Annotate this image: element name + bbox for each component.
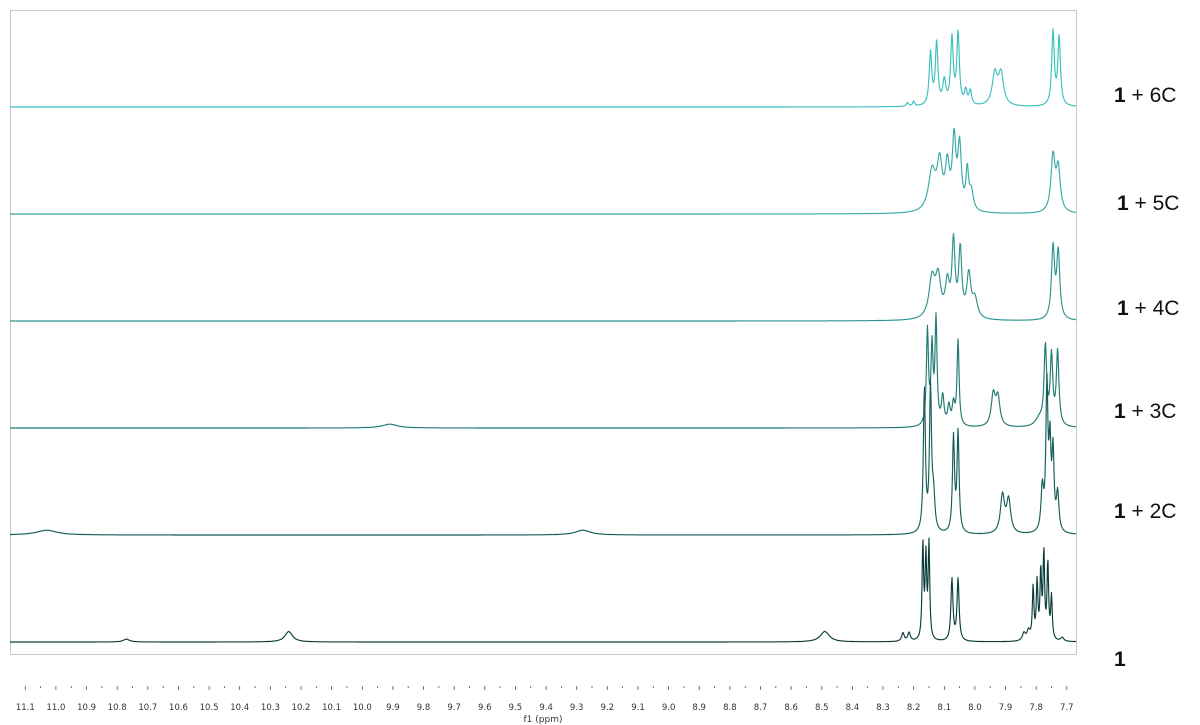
x-tick-label: 8.8 (723, 703, 737, 713)
x-tick-label: 11.0 (46, 703, 65, 713)
x-tick-label: 9.9 (386, 703, 400, 713)
series-labels: 1 + 6C 1 + 5C 1 + 4C 1 + 3C 1 + 2C 1 (1114, 84, 1179, 671)
x-tick-label: 10.4 (230, 703, 249, 713)
x-tick-label: 9.8 (417, 703, 431, 713)
x-tick-label: 8.9 (692, 703, 706, 713)
x-tick-label: 10.3 (261, 703, 280, 713)
series-label: 1 + 3C (1114, 400, 1176, 423)
spectrum-trace (9, 372, 1077, 536)
spectrum-trace (9, 312, 1077, 429)
x-tick-label: 9.5 (509, 703, 523, 713)
series-label: 1 + 6C (1114, 84, 1176, 107)
x-tick-label: 8.4 (846, 703, 860, 713)
x-tick-label: 10.2 (292, 703, 311, 713)
x-tick-label: 8.2 (907, 703, 921, 713)
x-tick-label: 9.1 (631, 703, 645, 713)
x-tick-label: 9.6 (478, 703, 492, 713)
x-tick-label: 7.8 (1029, 703, 1043, 713)
x-tick-label: 8.6 (784, 703, 798, 713)
series-label: 1 + 4C (1117, 297, 1179, 320)
series-label: 1 + 5C (1117, 192, 1179, 215)
x-tick-label: 8.0 (968, 703, 982, 713)
x-tick-label: 8.5 (815, 703, 829, 713)
x-tick-label: 10.7 (138, 703, 157, 713)
x-axis: 11.1 11.0 10.9 10.8 10.7 10.6 10.5 10.4 10.3 10.2… (16, 686, 1074, 713)
plot-frame (10, 10, 1077, 655)
x-tick-label: 9.0 (662, 703, 676, 713)
x-tick-label: 10.9 (77, 703, 96, 713)
x-tick-label: 9.4 (539, 703, 553, 713)
spectrum-traces (9, 28, 1077, 643)
spectrum-trace (9, 233, 1077, 322)
x-tick-label: 7.9 (999, 703, 1013, 713)
spectrum-trace (9, 127, 1077, 215)
x-tick-label: 9.7 (447, 703, 461, 713)
x-tick-label: 10.0 (353, 703, 372, 713)
x-tick-label: 10.5 (200, 703, 219, 713)
x-tick-label: 9.3 (570, 703, 584, 713)
spectrum-trace (9, 28, 1077, 108)
x-tick-label: 10.6 (169, 703, 188, 713)
x-axis-title: f1 (ppm) (524, 715, 563, 725)
series-label: 1 + 2C (1114, 500, 1176, 523)
x-tick-label: 8.1 (938, 703, 952, 713)
spectrum-trace (9, 537, 1077, 643)
x-tick-label: 9.2 (601, 703, 615, 713)
x-tick-label: 10.8 (108, 703, 127, 713)
x-tick-label: 7.7 (1060, 703, 1074, 713)
x-tick-label: 8.3 (876, 703, 890, 713)
x-tick-label: 11.1 (16, 703, 35, 713)
series-label: 1 (1114, 648, 1126, 671)
x-tick-label: 8.7 (754, 703, 768, 713)
x-tick-label: 10.1 (322, 703, 341, 713)
